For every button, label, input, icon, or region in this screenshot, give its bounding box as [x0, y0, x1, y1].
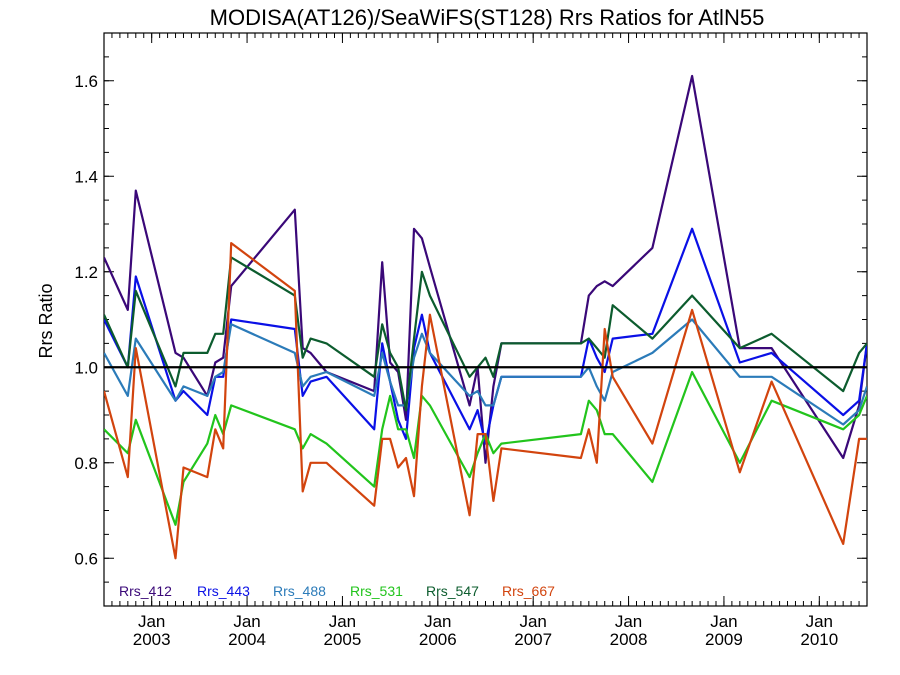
- legend-label-Rrs_547: Rrs_547: [426, 583, 479, 599]
- series-line-Rrs_488: [104, 318, 867, 426]
- x-tick-year-label: 2006: [419, 630, 457, 649]
- legend-label-Rrs_412: Rrs_412: [119, 583, 172, 599]
- x-tick-month-label: Jan: [233, 612, 260, 631]
- x-tick-month-label: Jan: [710, 612, 737, 631]
- legend-label-Rrs_531: Rrs_531: [350, 583, 403, 599]
- legend-label-Rrs_667: Rrs_667: [502, 583, 555, 599]
- series-line-Rrs_531: [104, 370, 867, 526]
- series-line-Rrs_547: [104, 256, 867, 412]
- y-tick-label: 0.8: [74, 454, 98, 473]
- x-tick-year-label: 2003: [133, 630, 171, 649]
- x-tick-month-label: Jan: [519, 612, 546, 631]
- series-line-Rrs_667: [104, 242, 867, 560]
- x-tick-year-label: 2009: [705, 630, 743, 649]
- plot-frame: [103, 32, 868, 607]
- x-tick-month-label: Jan: [329, 612, 356, 631]
- series-line-Rrs_412: [104, 74, 867, 464]
- x-tick-year-label: 2005: [324, 630, 362, 649]
- x-tick-year-label: 2004: [228, 630, 266, 649]
- axis-tick-labels: 0.60.81.01.21.41.6Jan2003Jan2004Jan2005J…: [74, 72, 838, 649]
- legend-label-Rrs_488: Rrs_488: [273, 583, 326, 599]
- series-line-Rrs_443: [104, 227, 867, 445]
- x-tick-year-label: 2008: [610, 630, 648, 649]
- x-tick-year-label: 2010: [800, 630, 838, 649]
- y-axis-label: Rrs Ratio: [36, 283, 56, 358]
- y-tick-label: 0.6: [74, 549, 98, 568]
- legend-label-Rrs_443: Rrs_443: [197, 583, 250, 599]
- series-lines: [104, 74, 867, 560]
- y-tick-label: 1.6: [74, 72, 98, 91]
- x-tick-month-label: Jan: [138, 612, 165, 631]
- legend: Rrs_412 Rrs_443 Rrs_488 Rrs_531 Rrs_547 Rrs_6…: [119, 583, 555, 599]
- x-tick-month-label: Jan: [615, 612, 642, 631]
- y-tick-label: 1.2: [74, 263, 98, 282]
- chart-title: MODISA(AT126)/SeaWiFS(ST128) Rrs Ratios …: [210, 5, 765, 30]
- x-tick-year-label: 2007: [514, 630, 552, 649]
- y-tick-label: 1.0: [74, 358, 98, 377]
- y-tick-label: 1.4: [74, 167, 98, 186]
- axis-ticks: [103, 32, 868, 607]
- x-tick-month-label: Jan: [806, 612, 833, 631]
- x-tick-month-label: Jan: [424, 612, 451, 631]
